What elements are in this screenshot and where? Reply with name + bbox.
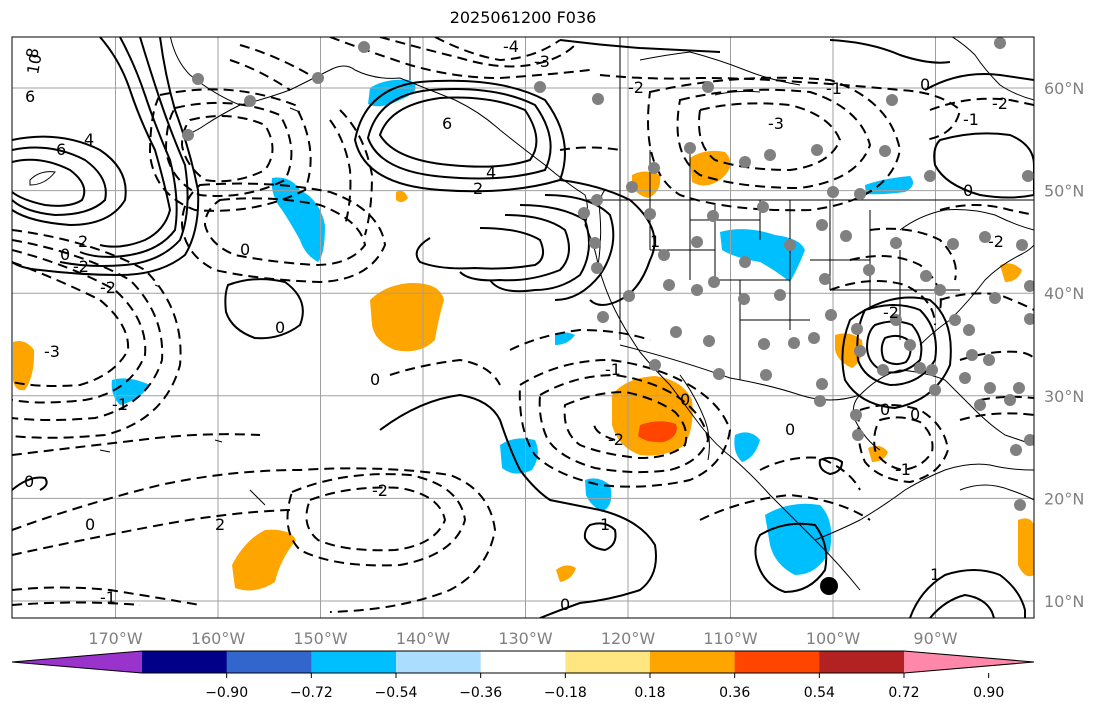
contour-label: 0: [275, 318, 285, 337]
contour-label: 0: [963, 181, 973, 200]
longitude-label: 100°W: [806, 629, 861, 648]
contour-label: -3: [768, 114, 784, 133]
contour-label: 0: [370, 370, 380, 389]
contour-label: -2: [100, 278, 116, 297]
contour-label: 0: [880, 400, 890, 419]
contour-label: 6: [442, 114, 452, 133]
longitude-labels: 170°W 160°W 150°W 140°W 130°W 120°W 110°W 100°W…: [88, 629, 957, 648]
contour-label: -1: [895, 460, 911, 479]
contour-labels: 10 8 6 4 6 2 0 -2 -2 -3 0 0 0 -4 -3 6 4 …: [22, 37, 1008, 614]
colorbar-segment: [311, 651, 397, 673]
contour-label: -2: [628, 78, 644, 97]
colorbar-extend-low: [12, 651, 142, 673]
contour-label: 8: [22, 46, 42, 59]
contour-label: 0: [910, 405, 920, 424]
colorbar-segment: [480, 651, 566, 673]
colorbar-tick-label: 0.18: [634, 685, 665, 701]
contour-label: -1: [605, 360, 621, 379]
colorbar-outline: [11, 650, 1035, 674]
latitude-label: 50°N: [1044, 182, 1084, 201]
contour-label: 4: [486, 163, 496, 182]
colorbar-segment: [226, 651, 312, 673]
longitude-label: 170°W: [88, 629, 143, 648]
map-panel: [12, 37, 1034, 618]
longitude-label: 90°W: [913, 629, 957, 648]
coastlines-and-borders: [29, 37, 1034, 591]
colorbar-tick-label: −0.72: [290, 685, 333, 701]
map-frame: [11, 36, 1035, 619]
contour-lines: [12, 37, 1034, 618]
contour-label: 0: [680, 390, 690, 409]
contour-label: 0: [240, 240, 250, 259]
colorbar-segment: [142, 651, 228, 673]
contour-label: -3: [44, 342, 60, 361]
contour-label: 0: [785, 420, 795, 439]
contour-label: 6: [25, 87, 35, 106]
contour-label: -1: [100, 588, 116, 607]
contour-label: 1: [930, 565, 940, 584]
colorbar-segment: [565, 651, 651, 673]
longitude-label: 160°W: [191, 629, 246, 648]
marker-dot: [820, 577, 838, 595]
station-dots: [182, 37, 1034, 511]
contour-label: 1: [650, 232, 660, 251]
contour-label: 0: [60, 245, 70, 264]
contour-label: 10: [23, 52, 45, 75]
colorbar-segment: [734, 651, 820, 673]
colorbar-segment: [396, 651, 482, 673]
colorbar-tick-label: 0.72: [888, 685, 919, 701]
contour-label: -1: [826, 79, 842, 98]
contour-label: 1: [600, 515, 610, 534]
colorbar: −0.90 −0.72 −0.54 −0.36 −0.18 0.18 0.36 0.54 0.7…: [11, 650, 1035, 701]
contour-label: -2: [883, 303, 899, 322]
colorbar-segment: [819, 651, 905, 673]
contour-label: -2: [992, 94, 1008, 113]
contour-label: -2: [608, 430, 624, 449]
colorbar-tick-label: −0.54: [375, 685, 418, 701]
contour-label: 0: [85, 515, 95, 534]
contour-label: 2: [78, 232, 88, 251]
colorbar-tick-label: −0.36: [459, 685, 502, 701]
colorbar-tick-label: 0.36: [719, 685, 750, 701]
longitude-label: 130°W: [498, 629, 553, 648]
colorbar-tick-label: −0.18: [544, 685, 587, 701]
contour-label: 0: [920, 75, 930, 94]
colorbar-extend-high: [904, 651, 1034, 673]
chart-title: 2025061200 F036: [449, 8, 597, 27]
latitude-label: 60°N: [1044, 79, 1084, 98]
latitude-label: 40°N: [1044, 284, 1084, 303]
longitude-label: 140°W: [396, 629, 451, 648]
latitude-label: 20°N: [1044, 489, 1084, 508]
latitude-labels: 60°N 50°N 40°N 30°N 20°N 10°N: [1044, 79, 1084, 611]
latitude-label: 30°N: [1044, 387, 1084, 406]
contour-label: 2: [215, 515, 225, 534]
colorbar-tick-label: 0.54: [804, 685, 835, 701]
contour-label: -2: [73, 257, 89, 276]
longitude-label: 150°W: [293, 629, 348, 648]
contour-label: 4: [84, 130, 94, 149]
contour-label: 0: [24, 472, 34, 491]
contour-label: -2: [372, 481, 388, 500]
longitude-label: 110°W: [703, 629, 758, 648]
latitude-label: 10°N: [1044, 592, 1084, 611]
graticule: [12, 37, 1034, 618]
contour-label: 6: [56, 140, 66, 159]
colorbar-segment: [650, 651, 736, 673]
contour-label: -3: [534, 52, 550, 71]
shaded-anomalies: [13, 79, 1034, 591]
contour-label: 0: [560, 595, 570, 614]
colorbar-tick-label: 0.90: [973, 685, 1004, 701]
contour-label: -1: [963, 110, 979, 129]
contour-label: -4: [503, 37, 519, 56]
contour-label: -2: [988, 232, 1004, 251]
contour-label: -1: [112, 395, 128, 414]
contour-label: 2: [473, 179, 483, 198]
colorbar-tick-label: −0.90: [205, 685, 248, 701]
longitude-label: 120°W: [601, 629, 656, 648]
